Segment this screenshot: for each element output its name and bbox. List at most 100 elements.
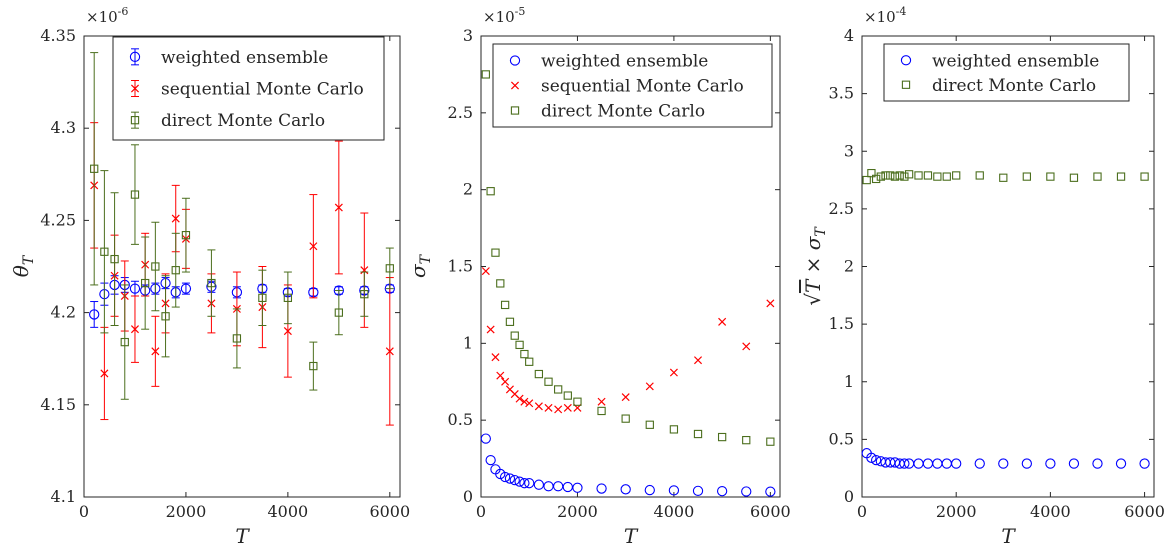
data-point xyxy=(360,290,369,299)
data-point xyxy=(645,382,654,391)
data-point xyxy=(520,397,529,406)
data-point xyxy=(554,385,563,394)
data-point xyxy=(998,458,1009,469)
data-point xyxy=(975,171,984,180)
data-point xyxy=(534,402,543,411)
data-point xyxy=(544,377,553,386)
x-tick-label: 2000 xyxy=(557,502,598,521)
y-tick-label: 3 xyxy=(844,141,854,160)
y-tick-label: 1 xyxy=(463,333,473,352)
legend-entry: direct Monte Carlo xyxy=(161,111,325,131)
data-point xyxy=(718,317,727,326)
data-point xyxy=(886,171,895,180)
data-point xyxy=(1069,173,1079,182)
data-point xyxy=(283,327,292,336)
legend: weighted ensemble direct Monte Carlo xyxy=(883,43,1130,102)
series-direct-monte-carlo xyxy=(90,52,394,400)
data-point xyxy=(895,171,904,180)
data-point xyxy=(171,266,180,275)
y-tick-label: 4.1 xyxy=(51,487,76,506)
data-point xyxy=(514,476,525,487)
y-tick-label: 0.5 xyxy=(829,429,854,448)
data-point xyxy=(717,432,727,442)
y-tick-label: 0 xyxy=(463,487,473,506)
data-point xyxy=(621,414,630,423)
data-point xyxy=(693,429,703,439)
legend-marker xyxy=(130,116,140,125)
series-direct-monte-carlo xyxy=(862,168,1149,185)
data-point xyxy=(486,187,495,196)
legend-marker xyxy=(129,51,141,62)
legend-entry: direct Monte Carlo xyxy=(932,76,1096,96)
data-point xyxy=(480,433,491,444)
y-multiplier: ×10-4 xyxy=(864,5,906,26)
y-tick-label: 1.5 xyxy=(448,257,473,276)
legend-marker xyxy=(130,84,140,93)
x-axis-label: T xyxy=(235,524,250,548)
legend-entry: sequential Monte Carlo xyxy=(541,77,744,97)
data-point xyxy=(309,361,318,371)
data-point xyxy=(572,482,583,493)
y-tick-label: 2 xyxy=(844,257,854,276)
data-point xyxy=(283,293,293,302)
y-axis-label: θT xyxy=(9,254,37,277)
data-point xyxy=(110,254,119,264)
data-point xyxy=(862,175,871,185)
data-point xyxy=(644,484,655,496)
data-point xyxy=(171,214,180,223)
data-point xyxy=(554,405,563,414)
x-tick-label: 0 xyxy=(476,502,486,521)
data-point xyxy=(520,349,529,359)
data-point xyxy=(716,486,728,497)
data-point xyxy=(870,454,882,466)
y-tick-label: 2.5 xyxy=(829,199,854,218)
x-tick-label: 0 xyxy=(79,502,89,521)
series-weighted-ensemble xyxy=(480,433,776,497)
x-axis-label: T xyxy=(624,524,639,548)
data-point xyxy=(130,190,140,199)
data-point xyxy=(1046,172,1055,181)
data-point xyxy=(881,171,890,180)
legend-marker xyxy=(901,80,911,89)
data-point xyxy=(742,342,751,351)
data-point xyxy=(533,479,545,490)
data-point xyxy=(742,435,751,445)
data-point xyxy=(510,331,519,340)
data-point xyxy=(563,391,572,400)
y-tick-label: 3 xyxy=(463,26,473,45)
data-point xyxy=(141,278,150,288)
data-point xyxy=(1116,172,1126,181)
data-point xyxy=(501,377,510,386)
y-tick-label: 2 xyxy=(463,180,473,199)
y-tick-label: 2.5 xyxy=(448,103,473,122)
data-point xyxy=(871,174,881,184)
legend-entry: direct Monte Carlo xyxy=(541,102,705,122)
data-point xyxy=(952,171,961,180)
y-tick-label: 1.5 xyxy=(829,314,854,333)
y-tick-label: 0 xyxy=(844,487,854,506)
legend-box xyxy=(883,43,1130,102)
data-point xyxy=(741,486,752,497)
y-tick-label: 4 xyxy=(844,26,854,45)
data-point xyxy=(509,474,520,486)
data-point xyxy=(1140,172,1149,181)
data-point xyxy=(597,397,606,406)
data-point xyxy=(692,485,704,497)
data-point xyxy=(974,458,985,469)
data-point xyxy=(100,369,109,378)
legend-entry: weighted ensemble xyxy=(932,51,1099,71)
data-point xyxy=(524,478,535,489)
data-point xyxy=(481,70,490,79)
data-point xyxy=(890,172,900,181)
data-point xyxy=(525,357,534,366)
data-point xyxy=(385,264,394,273)
data-point xyxy=(951,458,962,469)
y-tick-label: 4.2 xyxy=(51,303,76,322)
data-point xyxy=(1093,172,1102,181)
y-tick-label: 1 xyxy=(844,372,854,391)
data-point xyxy=(485,454,496,466)
data-point xyxy=(180,283,192,294)
data-point xyxy=(866,452,877,463)
data-point xyxy=(596,483,607,494)
